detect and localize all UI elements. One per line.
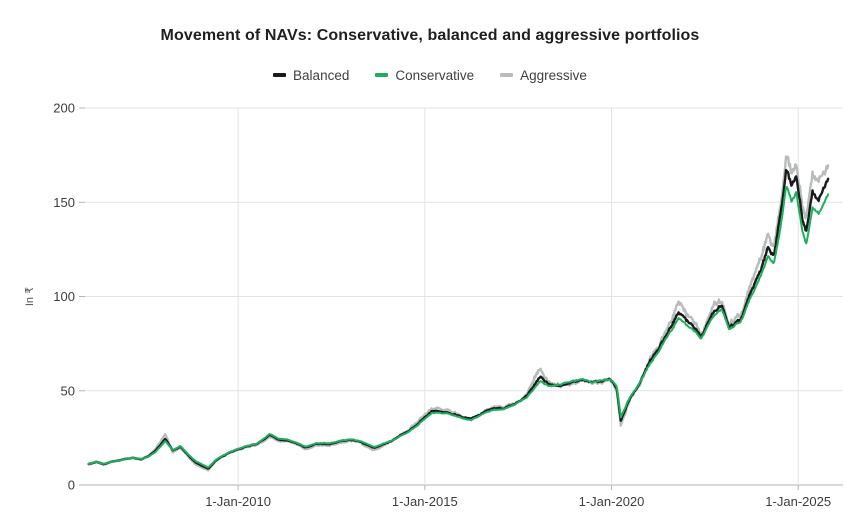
series-line-balanced <box>87 168 830 470</box>
legend-item-conservative: Conservative <box>375 68 474 83</box>
x-tick-label: 1-Jan-2020 <box>579 494 645 509</box>
y-axis-title: In ₹ <box>24 287 36 306</box>
y-tick-label: 0 <box>68 478 75 493</box>
legend: Balanced Conservative Aggressive <box>0 66 860 84</box>
y-tick-label: 100 <box>53 289 75 304</box>
x-tick-label: 1-Jan-2015 <box>392 494 458 509</box>
y-tick-label: 150 <box>53 195 75 210</box>
legend-item-aggressive: Aggressive <box>500 68 587 83</box>
y-tick-label: 50 <box>61 383 75 398</box>
legend-swatch-aggressive <box>500 73 514 77</box>
legend-label: Balanced <box>293 67 350 83</box>
legend-swatch-balanced <box>273 73 287 77</box>
y-tick-label: 200 <box>53 101 75 116</box>
legend-label: Aggressive <box>520 67 587 83</box>
series-line-conservative <box>87 186 830 469</box>
legend-label: Conservative <box>395 67 475 83</box>
nav-line-chart: 0 50 100 150 200 1-Jan-2010 1-Jan-2015 1-Jan-20… <box>24 101 843 509</box>
legend-swatch-conservative <box>375 73 389 77</box>
x-tick-label: 1-Jan-2010 <box>205 494 271 509</box>
chart-title: Movement of NAVs: Conservative, balanced… <box>160 27 700 44</box>
x-tick-label: 1-Jan-2025 <box>765 494 831 509</box>
legend-item-balanced: Balanced <box>273 68 349 83</box>
